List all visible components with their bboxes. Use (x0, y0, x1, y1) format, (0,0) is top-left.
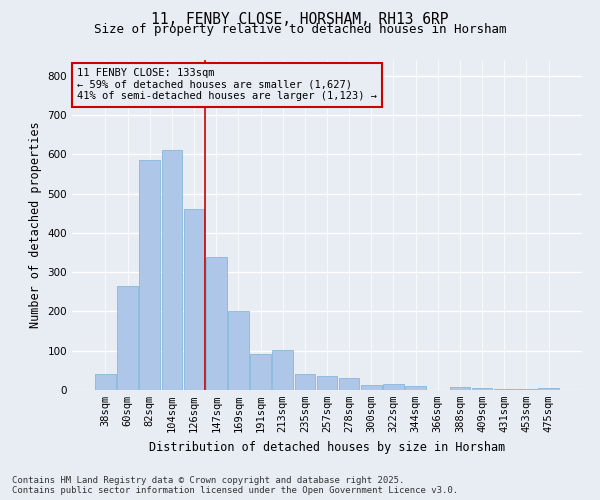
Bar (95, 374, 116, 390)
Bar (118, 286, 138, 390)
Bar (295, 374, 315, 390)
Bar (206, 257, 227, 390)
Bar (361, 386, 382, 390)
Y-axis label: Number of detached properties: Number of detached properties (29, 122, 42, 328)
Bar (228, 310, 248, 390)
Bar (139, 160, 160, 390)
Bar (250, 354, 271, 390)
Bar (272, 350, 293, 390)
Bar (494, 389, 515, 390)
Text: 11, FENBY CLOSE, HORSHAM, RH13 6RP: 11, FENBY CLOSE, HORSHAM, RH13 6RP (151, 12, 449, 28)
Bar (317, 376, 337, 390)
Bar (516, 389, 536, 390)
Bar (161, 150, 182, 390)
Bar (449, 387, 470, 390)
Bar (472, 388, 493, 390)
Bar (383, 384, 404, 390)
Bar (184, 210, 205, 390)
Text: 11 FENBY CLOSE: 133sqm
← 59% of detached houses are smaller (1,627)
41% of semi-: 11 FENBY CLOSE: 133sqm ← 59% of detached… (77, 68, 377, 102)
Bar (538, 388, 559, 390)
Text: Size of property relative to detached houses in Horsham: Size of property relative to detached ho… (94, 22, 506, 36)
Bar (339, 378, 359, 390)
Text: Contains HM Land Registry data © Crown copyright and database right 2025.
Contai: Contains HM Land Registry data © Crown c… (12, 476, 458, 495)
Bar (406, 386, 426, 390)
X-axis label: Distribution of detached houses by size in Horsham: Distribution of detached houses by size … (149, 440, 505, 454)
